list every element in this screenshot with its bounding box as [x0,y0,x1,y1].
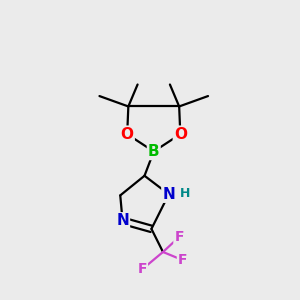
Text: O: O [121,127,134,142]
Text: F: F [178,253,188,267]
Text: B: B [148,144,160,159]
Text: N: N [116,213,129,228]
Text: O: O [174,127,187,142]
Text: F: F [137,262,147,276]
Text: F: F [174,230,184,244]
Text: H: H [180,187,190,200]
Text: N: N [162,187,175,202]
